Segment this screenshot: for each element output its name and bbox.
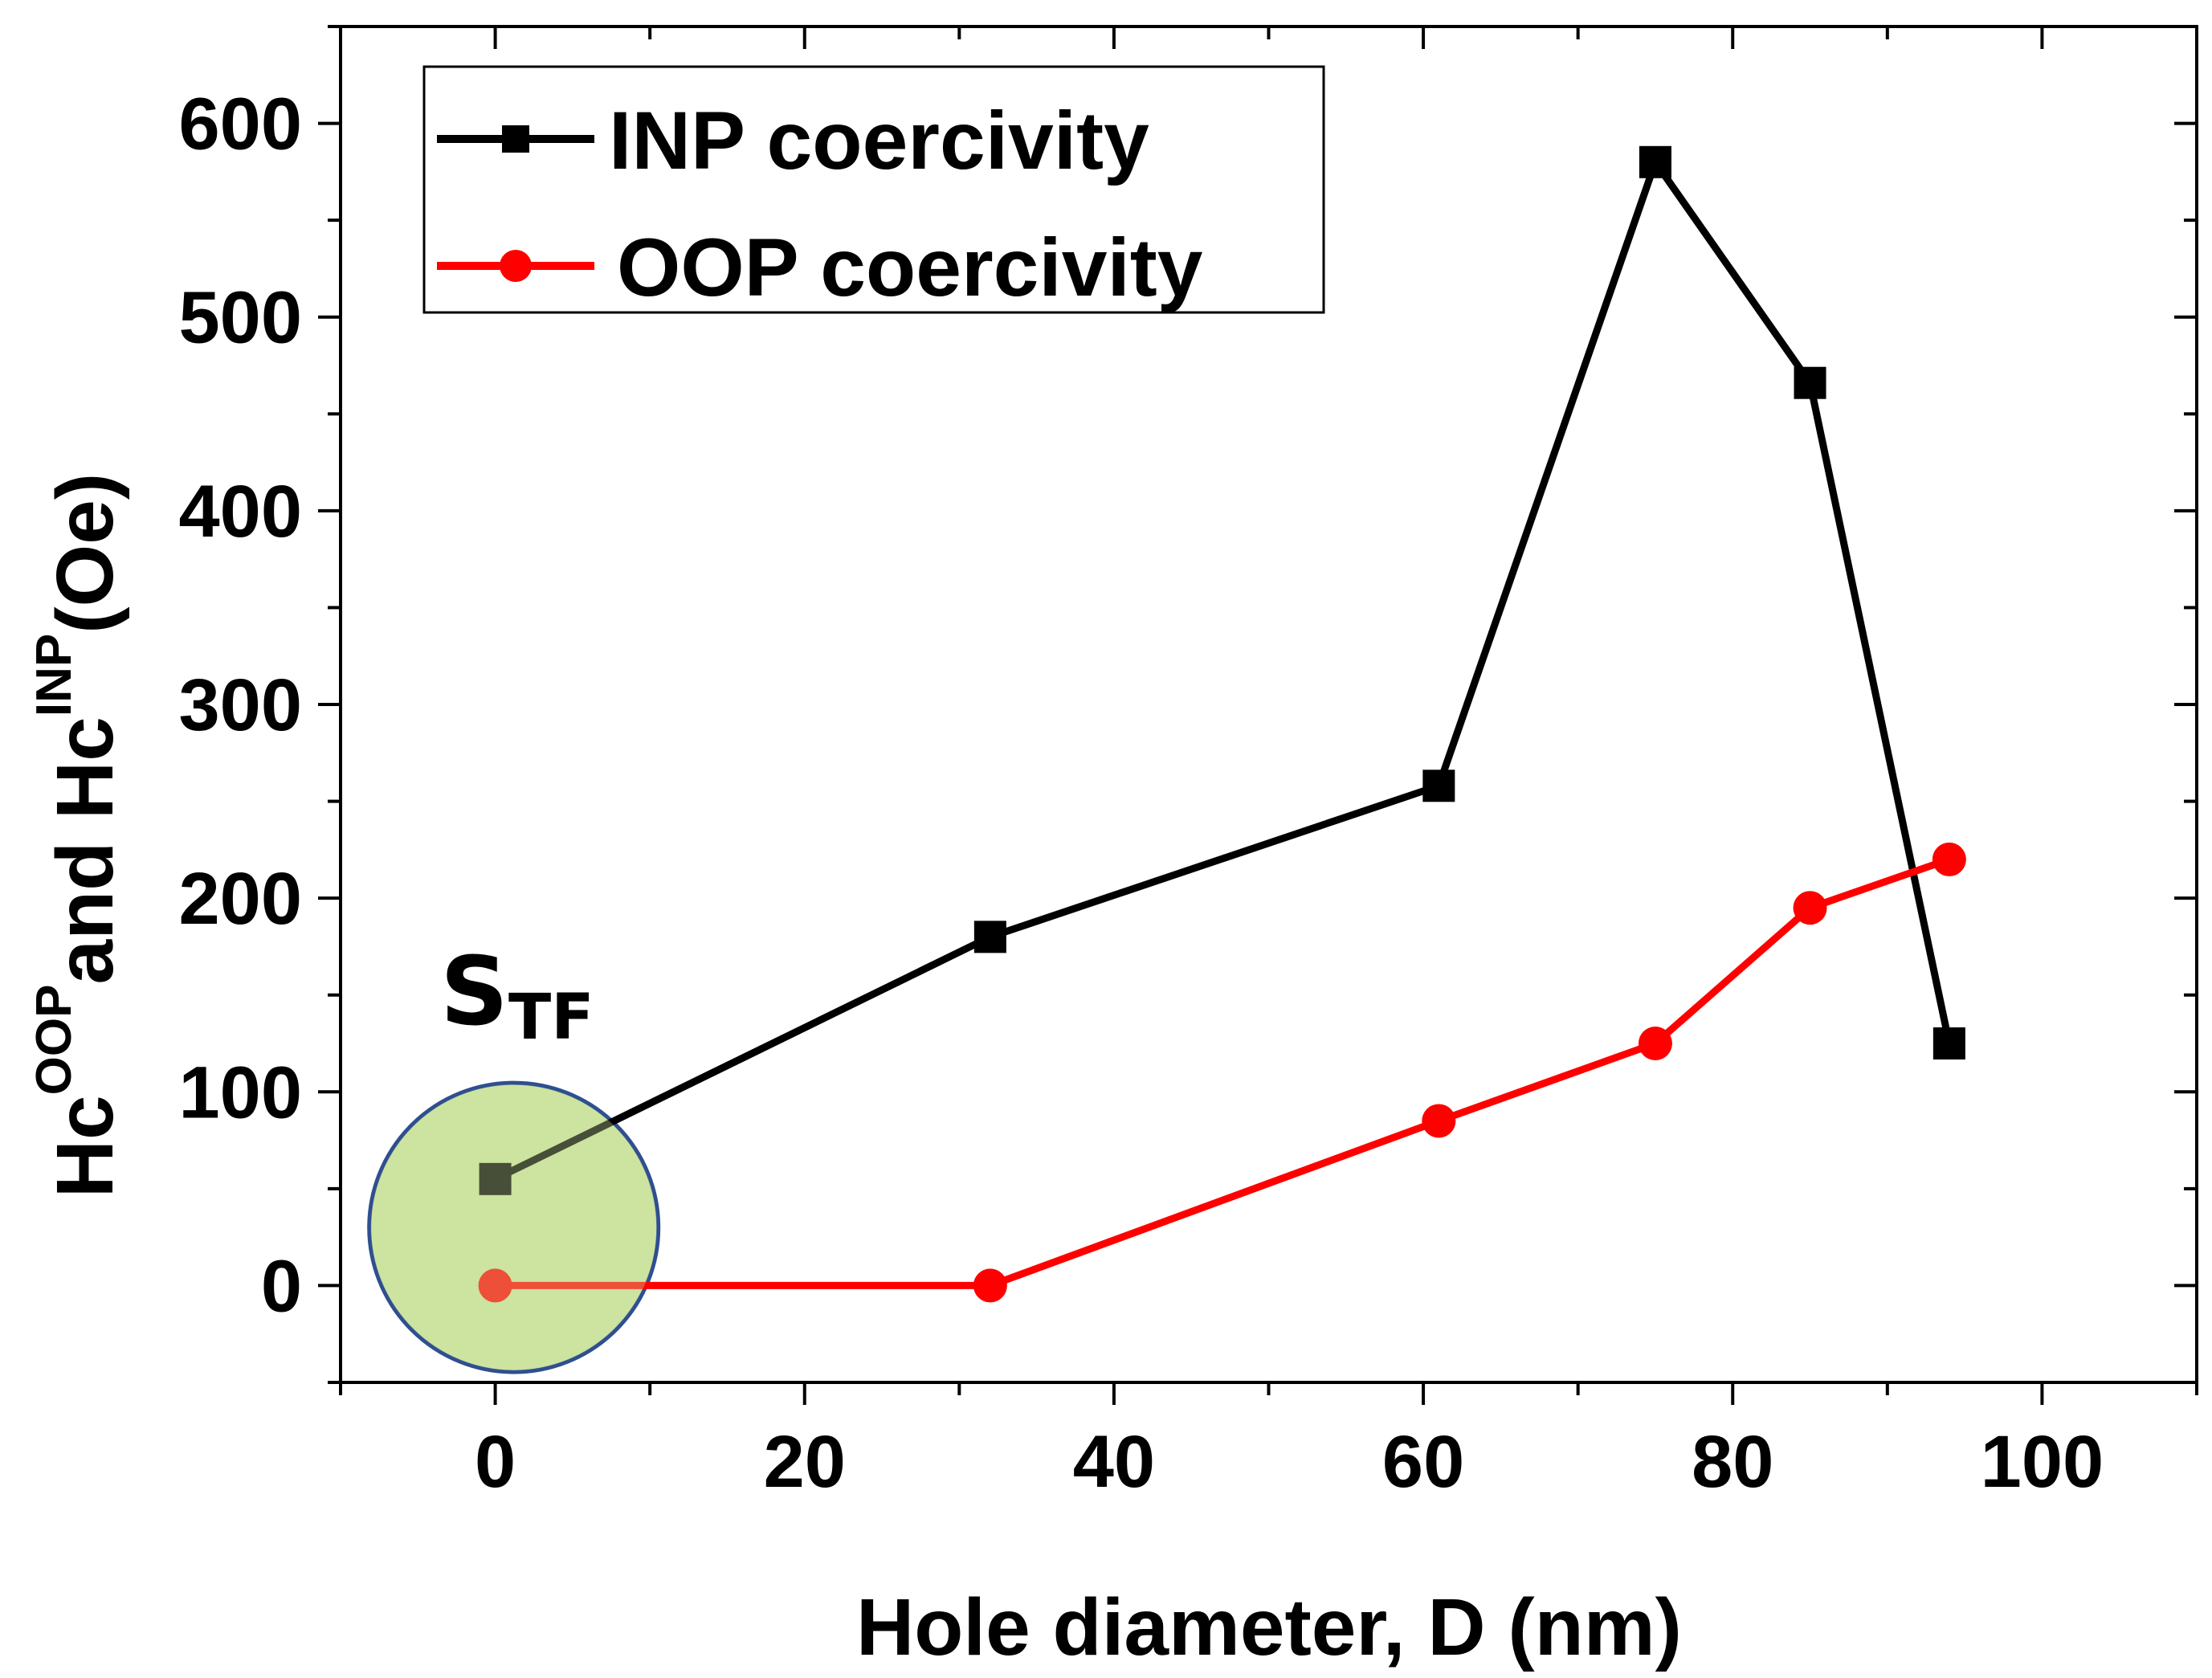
data-point-circle bbox=[1793, 891, 1827, 925]
data-point-circle bbox=[1638, 1027, 1672, 1060]
legend: INP coercivity OOP coercivity bbox=[422, 65, 1325, 314]
x-tick-label: 80 bbox=[1692, 1421, 1773, 1503]
x-tick-label: 60 bbox=[1382, 1421, 1464, 1503]
data-point-circle bbox=[478, 1268, 512, 1303]
data-point-circle bbox=[1932, 842, 1966, 876]
x-tick-label: 40 bbox=[1073, 1421, 1155, 1503]
y-tick-label: 0 bbox=[261, 1245, 302, 1327]
data-point-circle bbox=[1422, 1104, 1456, 1138]
y-tick-label: 500 bbox=[179, 277, 303, 359]
legend-box bbox=[422, 65, 1325, 314]
legend-marker-inp bbox=[502, 125, 529, 153]
data-point-square bbox=[1932, 1027, 1965, 1059]
x-axis-title: Hole diameter, D (nm) bbox=[856, 1582, 1682, 1672]
data-point-square bbox=[479, 1162, 512, 1195]
series-line bbox=[495, 855, 1951, 1289]
data-point-square bbox=[973, 921, 1006, 953]
x-tick-label: 100 bbox=[1981, 1421, 2104, 1503]
series-layer bbox=[370, 145, 1966, 1371]
y-axis-title-part2: and Hc bbox=[40, 717, 130, 984]
y-tick-label: 600 bbox=[179, 84, 303, 165]
series-oop bbox=[478, 842, 1966, 1303]
y-tick-labels: 0 100 200 300 400 500 600 bbox=[179, 84, 303, 1328]
y-axis-title-part1: Hc bbox=[40, 1095, 130, 1198]
y-tick-label: 200 bbox=[179, 858, 303, 940]
annotation-sub: TF bbox=[508, 982, 594, 1054]
data-point-square bbox=[1639, 145, 1671, 178]
data-point-circle bbox=[973, 1268, 1007, 1303]
series-inp bbox=[479, 145, 1965, 1195]
annotation-label: STF bbox=[440, 936, 594, 1054]
x-tick-label: 20 bbox=[764, 1421, 846, 1503]
y-axis-title-part3: (Oe) bbox=[40, 473, 130, 634]
legend-label-inp: INP coercivity bbox=[609, 95, 1149, 186]
data-point-square bbox=[1794, 366, 1826, 399]
legend-label-oop: OOP coercivity bbox=[617, 222, 1203, 313]
y-tick-label: 300 bbox=[179, 664, 303, 746]
axis-ticks bbox=[318, 25, 2198, 1405]
x-tick-label: 0 bbox=[475, 1421, 516, 1503]
legend-marker-oop bbox=[500, 250, 532, 282]
y-tick-label: 100 bbox=[179, 1051, 303, 1133]
data-point-square bbox=[1422, 770, 1455, 802]
y-axis-title: HcOOPand HcINP(Oe) bbox=[27, 473, 130, 1198]
highlight-circle bbox=[367, 1080, 661, 1374]
highlight-overlay bbox=[370, 1084, 657, 1371]
thin-film-highlight bbox=[367, 1080, 661, 1374]
annotation-main: S bbox=[440, 936, 508, 1047]
y-tick-label: 400 bbox=[179, 471, 303, 553]
y-axis-title-sup2: INP bbox=[27, 634, 82, 717]
series-line bbox=[493, 158, 1953, 1182]
x-tick-labels: 0 20 40 60 80 100 bbox=[475, 1421, 2104, 1503]
y-axis-title-sup1: OOP bbox=[27, 985, 82, 1096]
